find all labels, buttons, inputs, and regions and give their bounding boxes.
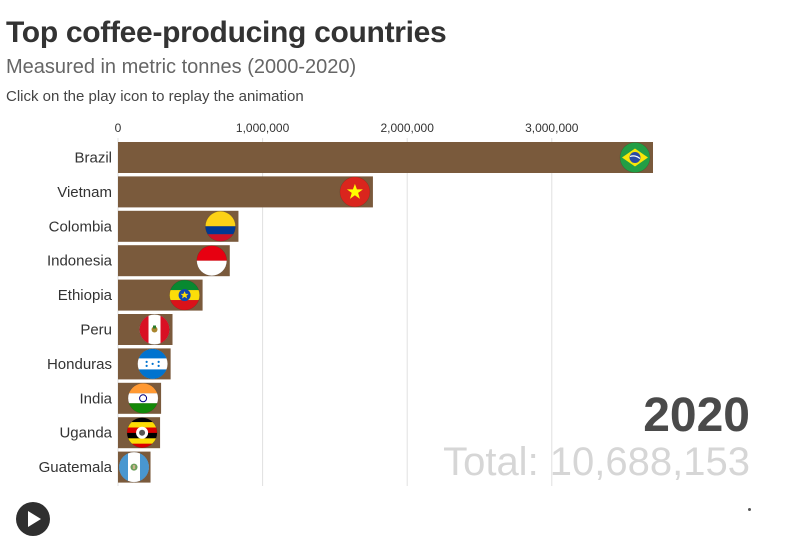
category-label: Guatemala	[39, 459, 113, 476]
honduras-flag-icon	[137, 348, 168, 380]
category-label: Peru	[80, 322, 112, 339]
category-label: Vietnam	[57, 184, 112, 201]
india-flag-icon	[127, 382, 159, 414]
x-tick-label: 2,000,000	[380, 121, 434, 135]
vietnam-flag-icon	[339, 176, 371, 208]
guatemala-flag-icon	[118, 451, 150, 483]
category-label: Ethiopia	[58, 287, 113, 304]
total-label: Total: 10,688,153	[443, 440, 750, 484]
category-label: Brazil	[74, 150, 112, 167]
category-label: Uganda	[59, 425, 112, 442]
x-tick-label: 1,000,000	[236, 121, 290, 135]
x-tick-label: 0	[115, 121, 122, 135]
category-label: Honduras	[47, 356, 112, 373]
category-label: India	[79, 390, 112, 407]
year-label: 2020	[643, 389, 750, 442]
uganda-flag-icon	[126, 417, 158, 449]
x-tick-label: 3,000,000	[525, 121, 579, 135]
bar-vietnam	[118, 176, 373, 208]
peru-flag-icon	[139, 314, 170, 345]
menu-dot	[748, 508, 751, 511]
category-label: Colombia	[49, 218, 113, 235]
colombia-flag-icon	[205, 211, 236, 242]
indonesia-flag-icon	[196, 245, 228, 277]
category-label: Indonesia	[47, 253, 113, 270]
ethiopia-flag-icon	[169, 279, 200, 311]
bar-brazil	[118, 142, 653, 173]
chart-subtitle: Measured in metric tonnes (2000-2020)	[6, 56, 357, 78]
play-button[interactable]	[16, 502, 50, 536]
chart-title: Top coffee-producing countries	[6, 16, 447, 49]
replay-instruction: Click on the play icon to replay the ani…	[6, 88, 304, 105]
bar-chart: 0 1,000,000 2,000,000 3,000,000 Brazil Vietn…	[39, 121, 653, 486]
brazil-flag-icon	[619, 142, 651, 173]
